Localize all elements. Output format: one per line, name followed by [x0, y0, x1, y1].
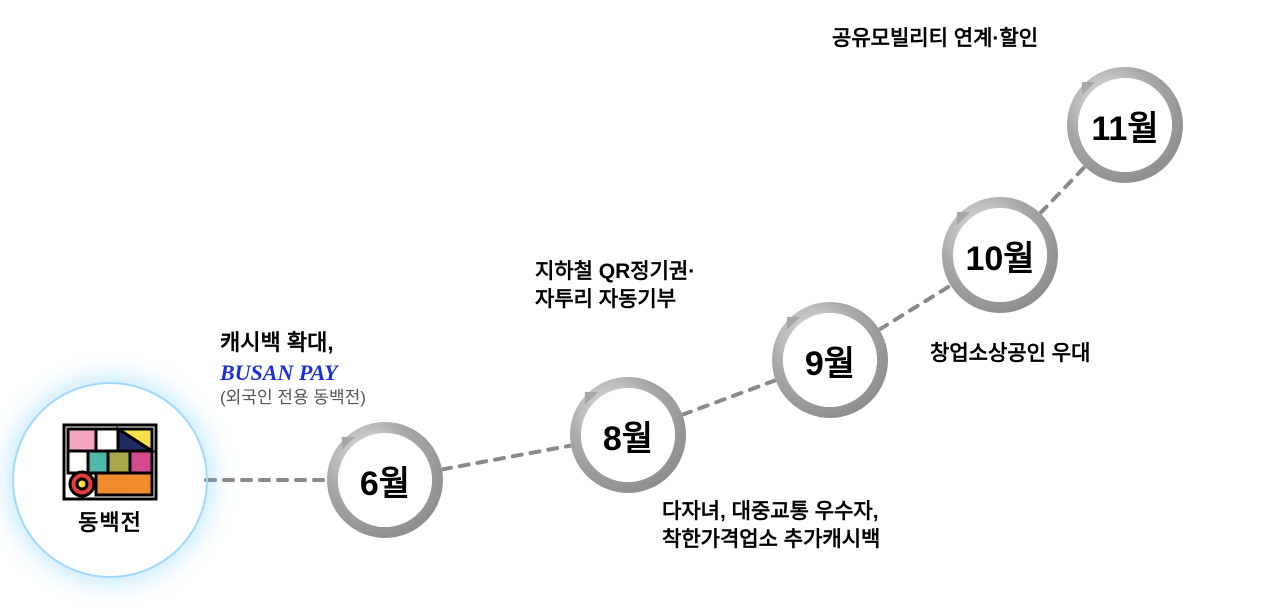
annotation-m6-line3: (외국인 전용 동백전): [220, 387, 366, 410]
timeline-node-label-m9: 9월: [805, 336, 855, 385]
annotation-m6-line1: 캐시백 확대,: [220, 328, 366, 358]
timeline-node-m6: 6월: [327, 422, 443, 538]
dongbaekjeon-logo: 동백전: [62, 423, 158, 537]
annotation-m10-line1: 창업소상공인 우대: [930, 340, 1090, 368]
annotation-m11-line1: 공유모빌리티 연계·할인: [832, 25, 1038, 53]
timeline-node-m9: 9월: [772, 302, 888, 418]
annotation-m6-line2: BUSAN PAY: [220, 358, 366, 388]
start-logo-circle: 동백전: [18, 388, 202, 572]
timeline-node-m8: 8월: [570, 377, 686, 493]
timeline-node-label-m11: 11월: [1091, 101, 1158, 150]
annotation-m9-line2: 자투리 자동기부: [535, 286, 695, 314]
annotation-m8: 다자녀, 대중교통 우수자,착한가격업소 추가캐시백: [662, 498, 880, 555]
annotation-m8-line2: 착한가격업소 추가캐시백: [662, 526, 880, 554]
annotation-m11: 공유모빌리티 연계·할인: [832, 25, 1038, 53]
timeline-stage: 동백전 6월 8월: [0, 0, 1284, 613]
timeline-node-label-m8: 8월: [603, 411, 653, 460]
annotation-m10: 창업소상공인 우대: [930, 340, 1090, 368]
annotation-m9-line1: 지하철 QR정기권·: [535, 258, 695, 286]
timeline-node-m10: 10월: [942, 197, 1058, 313]
dongbaekjeon-logo-mark: [62, 423, 158, 501]
timeline-node-label-m6: 6월: [360, 456, 410, 505]
timeline-node-label-m10: 10월: [965, 231, 1034, 280]
annotation-m6: 캐시백 확대,BUSAN PAY(외국인 전용 동백전): [220, 328, 366, 410]
annotation-m8-line1: 다자녀, 대중교통 우수자,: [662, 498, 880, 526]
dongbaekjeon-logo-text: 동백전: [78, 505, 142, 537]
timeline-node-m11: 11월: [1067, 67, 1183, 183]
annotation-m9: 지하철 QR정기권·자투리 자동기부: [535, 258, 695, 315]
